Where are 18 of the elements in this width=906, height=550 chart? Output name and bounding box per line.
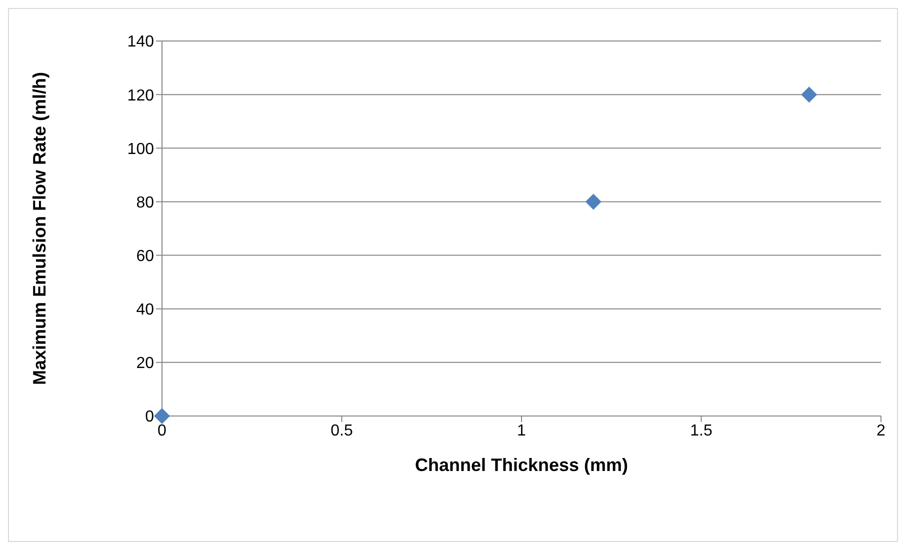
point bbox=[154, 408, 170, 424]
y-tick-label: 80 bbox=[136, 194, 154, 212]
y-tick-label: 20 bbox=[136, 355, 154, 372]
y-axis-title: Maximum Emulsion Flow Rate (ml/h) bbox=[29, 72, 50, 386]
x-tick-label: 1 bbox=[517, 422, 526, 440]
y-tick-label: 140 bbox=[127, 34, 154, 51]
point bbox=[585, 194, 602, 210]
x-axis-title: Channel Thickness (mm) bbox=[414, 455, 628, 475]
x-tick-label: 1.5 bbox=[690, 422, 712, 440]
y-tick-label: 60 bbox=[136, 248, 154, 265]
x-tick-label: 2 bbox=[876, 422, 886, 440]
x-tick-label: 0 bbox=[158, 422, 167, 440]
x-tick-label: 0.5 bbox=[330, 422, 353, 440]
y-tick-label: 100 bbox=[127, 140, 154, 158]
point bbox=[801, 86, 818, 103]
y-tick-label: 40 bbox=[136, 302, 154, 319]
y-tick-label: 120 bbox=[127, 87, 154, 104]
y-tick-label: 0 bbox=[145, 408, 154, 426]
